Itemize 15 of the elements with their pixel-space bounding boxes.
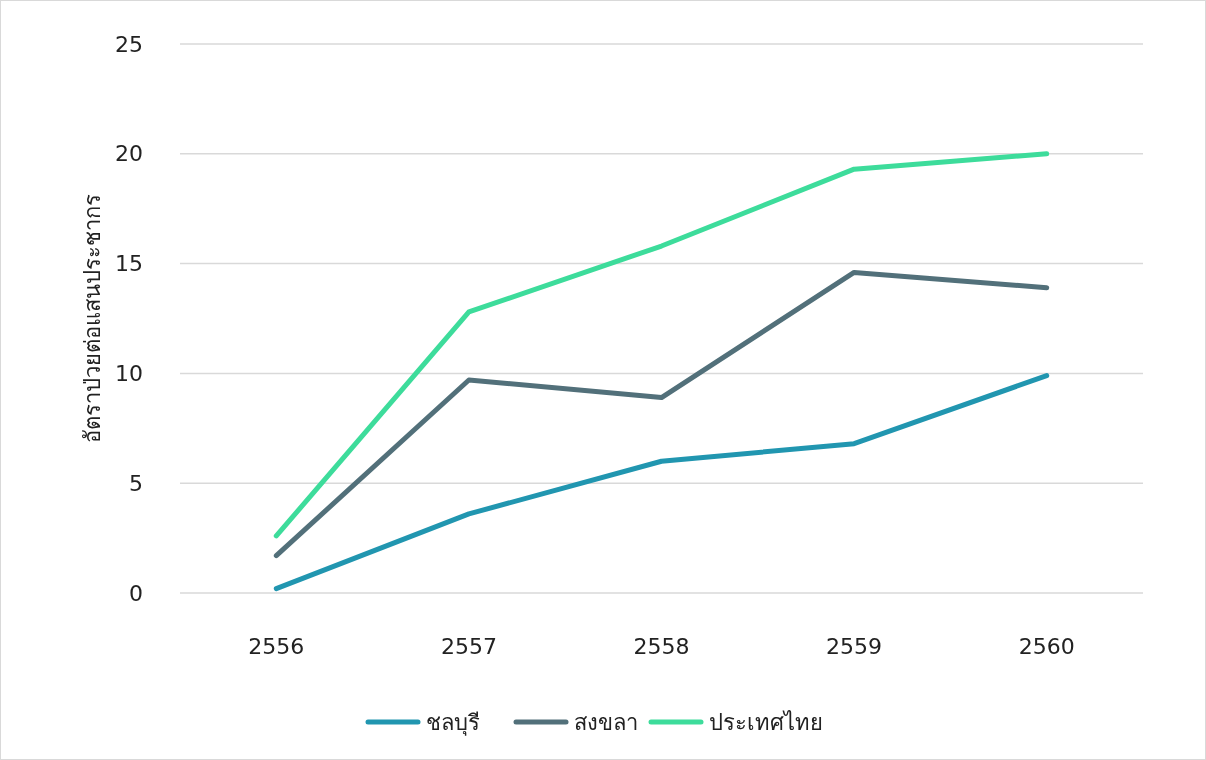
x-tick-label: 2559 bbox=[826, 633, 883, 659]
legend-label: ชลบุรี bbox=[426, 709, 480, 736]
y-tick-label: 15 bbox=[115, 251, 143, 277]
y-tick-label: 10 bbox=[115, 360, 143, 386]
legend-label: สงขลา bbox=[574, 709, 638, 735]
y-tick-label: 0 bbox=[129, 580, 143, 606]
y-tick-label: 25 bbox=[115, 31, 143, 57]
legend-label: ประเทศไทย bbox=[709, 709, 823, 735]
y-axis-title: อัตราป่วยต่อแสนประชากร bbox=[79, 194, 105, 443]
x-tick-label: 2557 bbox=[440, 633, 497, 659]
x-tick-label: 2560 bbox=[1018, 633, 1075, 659]
y-tick-label: 5 bbox=[129, 470, 143, 496]
x-tick-label: 2556 bbox=[248, 633, 305, 659]
x-tick-label: 2558 bbox=[633, 633, 690, 659]
y-tick-label: 20 bbox=[115, 141, 143, 167]
